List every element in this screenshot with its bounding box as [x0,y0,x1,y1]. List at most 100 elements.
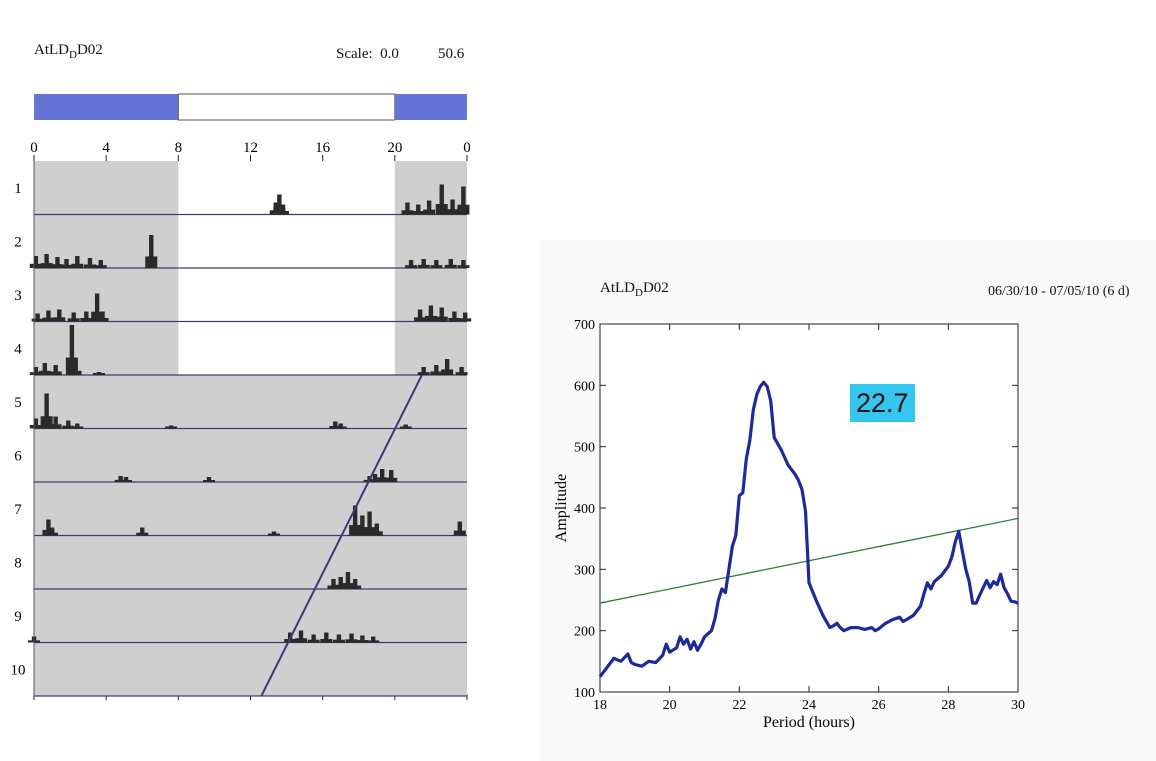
activity-cluster [417,372,430,375]
x-tick-label: 20 [387,140,402,156]
activity-cluster [60,264,73,268]
activity-bar [333,421,338,429]
activity-cluster [453,530,466,536]
activity-bar [311,634,316,643]
activity-cluster [345,639,358,643]
activity-cluster [51,264,64,268]
activity-bar [459,367,464,375]
x-tick-label: 16 [315,140,331,156]
activity-cluster [334,584,347,589]
activity-bar [345,572,351,589]
activity-cluster [69,370,82,375]
activity-bar [87,258,93,268]
dark-phase-bg [34,321,179,375]
activity-cluster [356,640,369,643]
activity-cluster [203,480,216,482]
activity-cluster [430,371,443,375]
y-tick-label: 600 [574,379,595,394]
activity-bar [421,259,426,268]
activity-bar [439,307,444,322]
activity-cluster [53,317,66,322]
periodogram-title-sub: D [635,287,643,299]
activity-bar [331,579,336,589]
activity-bar [53,416,58,429]
activity-cluster [457,204,470,215]
activity-bar [434,365,439,375]
activity-bar [149,235,154,268]
activity-cluster [145,256,158,268]
activity-cluster [405,265,418,268]
activity-bar [389,470,394,482]
activity-cluster [430,265,443,268]
activity-cluster [31,318,44,322]
activity-cluster [295,638,308,643]
activity-cluster [424,315,437,322]
activity-cluster [320,639,333,643]
activity-cluster [62,425,75,429]
activity-cluster [136,532,149,536]
activity-cluster [446,209,459,215]
activity-cluster [29,425,42,429]
activity-bar [75,423,80,429]
activity-bar [69,325,75,375]
activity-bar [75,256,80,268]
scale-label: Scale: [336,46,373,62]
ld-bar-dark-morning [34,94,179,120]
x-tick-label: 4 [102,140,110,156]
activity-cluster [334,426,347,429]
x-tick-label: 24 [802,698,816,713]
ld-bar-light [177,93,396,121]
activity-bar [33,418,39,429]
constant-dark-bg [34,642,467,696]
constant-dark-bg [34,589,467,643]
activity-cluster [165,426,178,429]
plot-frame [599,323,1019,693]
activity-bar [49,527,55,536]
day-label: 5 [14,395,22,411]
activity-bar [123,477,129,482]
y-axis-label: Amplitude [553,474,570,542]
activity-bar [380,469,385,482]
y-tick-label: 700 [574,318,595,333]
x-tick-label: 0 [463,140,471,156]
activity-bar [100,311,105,322]
periodogram-title-main: AtLD [600,280,635,296]
activity-bar [64,259,69,268]
activity-cluster [370,531,383,536]
actogram-title-sub: D [69,49,77,61]
activity-cluster [29,372,42,375]
activity-bar [44,254,49,268]
activity-cluster [267,533,280,536]
x-tick-label: 22 [732,698,746,713]
activity-cluster [94,265,107,268]
periodogram-series-line [598,380,1019,678]
activity-bar [338,423,343,429]
activity-cluster [49,424,62,429]
activity-cluster [367,640,380,643]
activity-bar [461,186,466,215]
activity-bar [428,305,434,322]
activity-bar [280,204,286,215]
activity-cluster [423,209,436,215]
activity-cluster [435,316,448,322]
activity-bar [352,579,358,589]
activity-cluster [399,426,412,429]
activity-cluster [284,639,297,643]
activity-bar [46,310,51,322]
activity-cluster [83,264,96,268]
day-label: 2 [14,235,22,251]
activity-cluster [341,583,354,589]
periodogram-chart: 18 20 22 24 26 28 30 100 200 300 400 500 600 700 Perio… [553,318,1025,731]
activity-cluster [368,479,381,482]
activity-cluster [71,263,84,268]
activity-cluster [448,318,461,322]
activity-bar [98,260,103,268]
activity-bar [277,194,282,215]
free-run-fit-line [260,374,423,697]
activity-cluster [46,532,59,536]
activity-bar [360,515,365,536]
periodogram-panel: AtLDDD02 06/30/10 - 07/05/10 (6 d) 18 20 2… [540,240,1156,761]
scale-readout: Scale: 0.0 [336,46,399,63]
actogram-panel: AtLDDD02 Scale: 0.0 50.6 0 4 8 12 16 20 0 1 2 3 4 5… [0,0,540,761]
activity-cluster [332,639,345,643]
